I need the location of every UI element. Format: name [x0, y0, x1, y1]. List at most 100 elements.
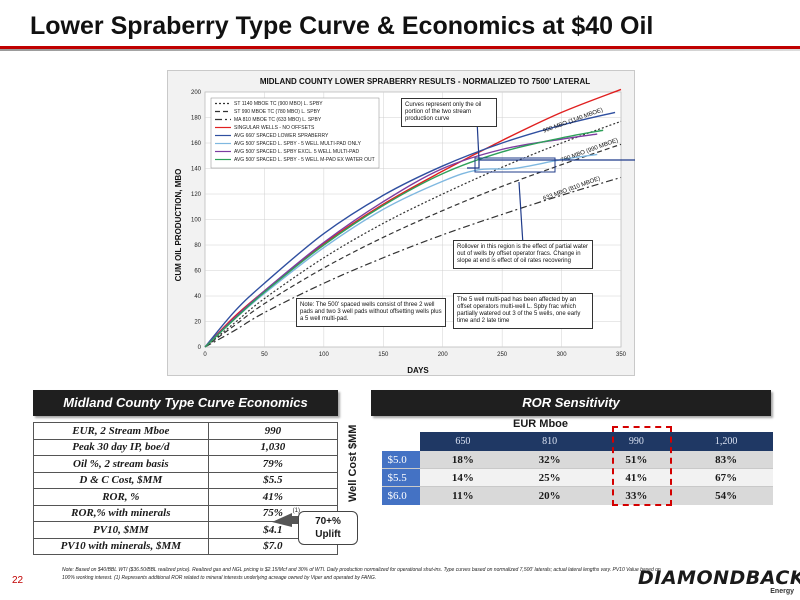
ror-sensitivity-table: 650 810 990 1,200 $5.0 18% 32% 51% 83% $5.5 14% 25… — [381, 432, 773, 505]
y-tick-label: 120 — [191, 192, 202, 198]
ror-cell: 14% — [419, 468, 507, 487]
x-tick-label: 100 — [319, 352, 330, 358]
economics-panel: Midland County Type Curve Economics EUR,… — [33, 390, 339, 555]
series-line-1 — [204, 120, 622, 348]
x-tick-label: 250 — [497, 352, 508, 358]
type-curve-chart: MIDLAND COUNTY LOWER SPRABERRY RESULTS -… — [174, 77, 635, 375]
economics-row: EUR, 2 Stream Mboe 990 — [33, 422, 339, 440]
uplift-arrow — [272, 513, 300, 527]
x-tick-label: 350 — [616, 352, 627, 358]
legend-entry: AVG 660' SPACED LOWER SPRABERRY — [234, 133, 329, 139]
footnote: Note: Based on $40/BBL WTI ($36.50/BBL r… — [62, 567, 661, 581]
callout-rollover: Rollover in this region is the effect of… — [453, 240, 593, 269]
legend-entry: SINGULAR WELLS - NO OFFSETS — [234, 125, 315, 131]
x-tick-label: 0 — [203, 352, 207, 358]
eur-heading: EUR Mboe — [513, 418, 568, 430]
ror-corner-cell — [381, 432, 420, 451]
economics-row: PV10 with minerals, $MM $7.0 — [33, 537, 339, 555]
uplift-label: Uplift — [315, 529, 341, 540]
ror-cell: 20% — [506, 486, 594, 505]
economics-row: Oil %, 2 stream basis 79% — [33, 455, 339, 473]
legend-entry: ST 990 MBOE TC (780 MBO) L. SPBY — [234, 109, 321, 115]
economics-label: Peak 30 day IP, boe/d — [33, 438, 209, 456]
y-tick-label: 140 — [191, 167, 202, 173]
chart-title: MIDLAND COUNTY LOWER SPRABERRY RESULTS -… — [260, 77, 590, 86]
series-line-5 — [204, 111, 616, 348]
rollover-region-box — [474, 157, 556, 173]
uplift-value: 70+% — [315, 516, 341, 527]
economics-value: 79% — [207, 455, 339, 473]
economics-label: ROR, % — [33, 488, 209, 506]
ror-cell: 41% — [593, 468, 680, 487]
ror-title: ROR Sensitivity — [371, 390, 771, 416]
economics-title: Midland County Type Curve Economics — [33, 390, 338, 416]
series-line-8 — [204, 129, 604, 348]
callout-500-spacing-note: Note: The 500' spaced wells consist of t… — [296, 298, 446, 327]
ror-cell: 25% — [506, 468, 594, 487]
highlight-990-column — [612, 426, 672, 506]
y-tick-label: 200 — [191, 90, 202, 96]
economics-label: EUR, 2 Stream Mboe — [33, 422, 209, 440]
title-divider — [0, 46, 800, 49]
logo-subtext: Energy — [770, 588, 794, 595]
economics-label: ROR,% with minerals — [33, 504, 209, 522]
ror-column-header: 810 — [505, 432, 594, 451]
economics-value: $5.5 — [207, 471, 339, 489]
series-line-4 — [204, 88, 622, 348]
legend-box — [210, 97, 380, 169]
x-tick-label: 50 — [261, 352, 268, 358]
y-tick-label: 160 — [191, 141, 202, 147]
callout-oil-portion: Curves represent only the oil portion of… — [401, 98, 497, 127]
legend-entry: MA 810 MBOE TC (633 MBO) L. SPBY — [234, 117, 322, 123]
y-tick-label: 180 — [191, 116, 202, 122]
ror-cell: 11% — [419, 486, 507, 505]
x-tick-label: 200 — [438, 352, 449, 358]
x-tick-label: 300 — [557, 352, 568, 358]
ror-cell: 67% — [679, 468, 773, 487]
y-tick-label: 40 — [194, 294, 201, 300]
legend-entry: ST 1140 MBOE TC (900 MBO) L. SPBY — [234, 101, 323, 107]
ror-panel: ROR Sensitivity — [371, 390, 771, 416]
legend-entry: AVG 500' SPACED L. SPBY EXCL. 5 WELL MUL… — [234, 149, 359, 155]
ror-cell: 32% — [506, 450, 594, 469]
y-tick-label: 60 — [194, 269, 201, 275]
ror-row: $5.0 18% 32% 51% 83% — [381, 450, 773, 469]
callout-multi-pad: The 5 well multi-pad has been affected b… — [453, 293, 593, 329]
page-number: 22 — [12, 575, 24, 586]
legend-entry: AVG 500' SPACED L. SPBY - 5 WELL MULTI-P… — [234, 141, 362, 147]
ror-row: $5.5 14% 25% 41% 67% — [381, 468, 773, 487]
x-tick-label: 150 — [378, 352, 389, 358]
logo-wordmark: DIAMONDBACK — [638, 567, 800, 589]
diamondback-logo: DIAMONDBACK Energy — [638, 567, 800, 599]
y-tick-label: 100 — [191, 218, 202, 224]
economics-label: PV10, $MM — [33, 521, 209, 539]
ror-row-header: $6.0 — [381, 486, 420, 505]
ror-cell: 33% — [593, 486, 680, 505]
ror-cell: 54% — [679, 486, 773, 505]
callout-connector-mid — [518, 181, 524, 246]
economics-row: Peak 30 day IP, boe/d 1,030 — [33, 438, 339, 456]
y-tick-label: 0 — [198, 345, 202, 351]
ror-row: $6.0 11% 20% 33% 54% — [381, 486, 773, 505]
economics-label: Oil %, 2 stream basis — [33, 455, 209, 473]
x-axis-label: DAYS — [407, 366, 429, 375]
economics-value: 990 — [207, 422, 339, 440]
slide-title: Lower Spraberry Type Curve & Economics a… — [30, 12, 654, 40]
economics-table: EUR, 2 Stream Mboe 990 Peak 30 day IP, boe… — [33, 422, 339, 555]
y-tick-label: 80 — [194, 243, 201, 249]
ror-row-header: $5.5 — [381, 468, 420, 487]
y-axis-label: CUM OIL PRODUCTION, MBO — [174, 169, 183, 282]
ror-cell: 51% — [593, 450, 680, 469]
ror-column-header: 650 — [419, 432, 507, 451]
ror-row-header: $5.0 — [381, 450, 420, 469]
economics-value: 1,030 — [207, 438, 339, 456]
well-cost-axis-label: Well Cost $MM — [347, 424, 359, 502]
legend-entry: AVG 500' SPACED L. SPBY - 5 WELL M-PAD E… — [234, 157, 375, 163]
uplift-callout: 70+% Uplift — [298, 511, 358, 545]
title-divider-shadow — [0, 49, 800, 51]
ror-cell: 18% — [419, 450, 507, 469]
series-line-2 — [204, 143, 622, 348]
series-line-3 — [204, 176, 622, 348]
ror-cell: 83% — [679, 450, 773, 469]
ror-column-header: 990 — [592, 432, 681, 451]
